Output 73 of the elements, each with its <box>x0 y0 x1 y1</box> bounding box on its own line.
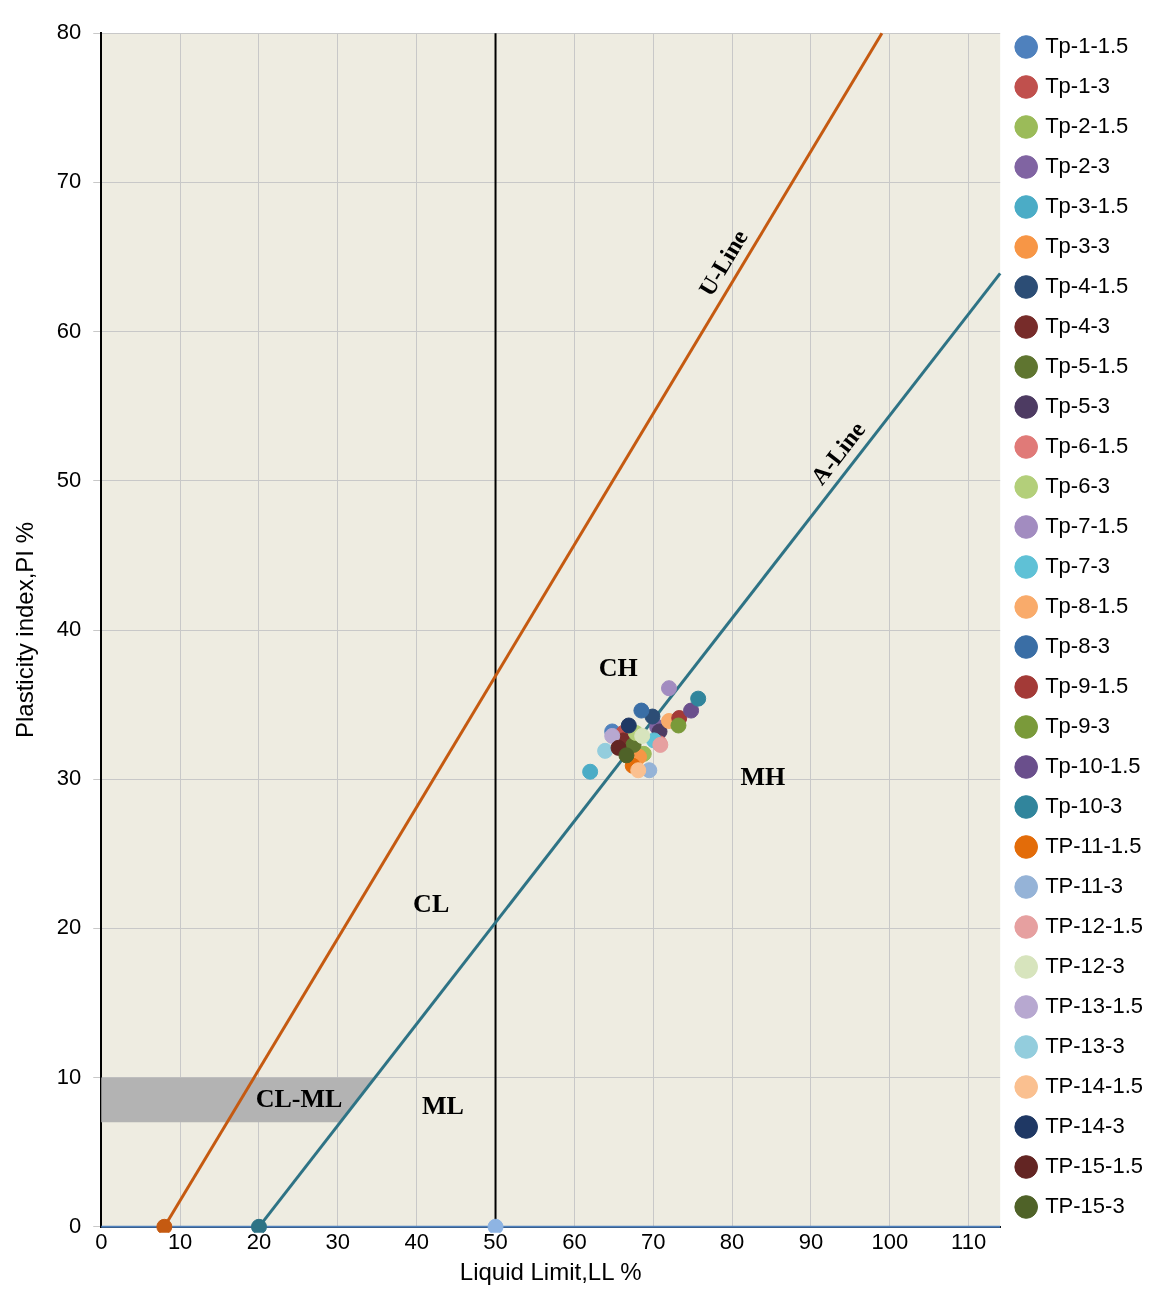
legend-label: Tp-2-3 <box>1045 153 1110 179</box>
y-tick-label: 70 <box>56 168 82 194</box>
legend-label: Tp-4-1.5 <box>1045 273 1129 299</box>
annotation: ML <box>421 1091 464 1121</box>
y-axis-title: Plasticity index,PI % <box>11 521 39 739</box>
legend-label: Tp-8-1.5 <box>1045 593 1129 619</box>
x-tick-label: 60 <box>562 1229 587 1255</box>
x-tick-label: 100 <box>871 1229 909 1255</box>
x-tick-label: 10 <box>167 1229 193 1255</box>
legend-label: TP-12-3 <box>1045 953 1125 979</box>
band-label: CL-ML <box>255 1083 343 1113</box>
legend-label: Tp-2-1.5 <box>1045 113 1129 139</box>
point <box>250 1218 267 1233</box>
legend-label: TP-15-1.5 <box>1045 1153 1144 1179</box>
legend-label: Tp-1-1.5 <box>1045 33 1129 59</box>
point <box>597 742 614 759</box>
x-tick-label: 110 <box>951 1229 987 1255</box>
x-tick-label: 30 <box>325 1229 351 1255</box>
legend-label: Tp-5-3 <box>1045 393 1110 419</box>
point <box>582 763 599 780</box>
y-tick-label: 80 <box>56 19 82 45</box>
legend-label: Tp-5-1.5 <box>1045 353 1129 379</box>
legend-label: TP-12-1.5 <box>1045 913 1144 939</box>
x-axis-title: Liquid Limit,LL % <box>459 1258 642 1286</box>
annotation: MH <box>740 761 786 791</box>
point <box>618 747 635 764</box>
point <box>683 702 700 719</box>
legend-label: Tp-10-1.5 <box>1045 753 1141 779</box>
legend-label: Tp-6-3 <box>1045 473 1110 499</box>
legend-label: TP-13-3 <box>1045 1033 1125 1059</box>
y-tick-label: 0 <box>69 1212 82 1238</box>
x-tick-label: 80 <box>719 1229 745 1255</box>
point <box>604 727 621 744</box>
y-tick-label: 20 <box>56 914 82 940</box>
annotation: CL <box>413 889 450 919</box>
x-tick-label: 50 <box>483 1229 508 1255</box>
legend-label: Tp-7-1.5 <box>1045 513 1129 539</box>
point <box>630 762 647 779</box>
x-tick-label: 0 <box>95 1229 108 1255</box>
legend-label: TP-11-1.5 <box>1045 833 1142 859</box>
x-tick-label: 40 <box>404 1229 429 1255</box>
annotation: CH <box>598 652 638 682</box>
point <box>620 717 637 734</box>
point <box>487 1218 504 1233</box>
y-tick-label: 60 <box>56 317 82 343</box>
legend-label: Tp-4-3 <box>1045 313 1110 339</box>
legend-label: Tp-3-1.5 <box>1045 193 1129 219</box>
legend-label: TP-15-3 <box>1045 1193 1125 1219</box>
legend-label: Tp-3-3 <box>1045 233 1110 259</box>
legend-label: Tp-10-3 <box>1045 793 1123 819</box>
legend-label: TP-14-3 <box>1045 1113 1125 1139</box>
legend-label: TP-11-3 <box>1045 873 1124 899</box>
point <box>661 680 677 697</box>
legend-label: TP-13-1.5 <box>1045 993 1144 1019</box>
legend-label: Tp-7-3 <box>1045 553 1110 579</box>
y-tick-label: 40 <box>56 616 82 642</box>
y-tick-label: 30 <box>56 765 82 791</box>
point <box>670 717 687 734</box>
point <box>634 727 651 744</box>
x-tick-label: 20 <box>246 1229 272 1255</box>
y-tick-label: 10 <box>56 1063 82 1089</box>
x-tick-label: 70 <box>640 1229 666 1255</box>
legend-label: Tp-9-3 <box>1045 713 1110 739</box>
x-tick-label: 90 <box>798 1229 824 1255</box>
legend-label: Tp-8-3 <box>1045 633 1110 659</box>
legend-label: Tp-1-3 <box>1045 73 1110 99</box>
legend-label: TP-14-1.5 <box>1045 1073 1144 1099</box>
y-tick-label: 50 <box>56 466 82 492</box>
legend-label: Tp-9-1.5 <box>1045 673 1129 699</box>
point <box>690 690 707 707</box>
point <box>633 702 650 719</box>
legend-label: Tp-6-1.5 <box>1045 433 1129 459</box>
point <box>156 1218 173 1233</box>
